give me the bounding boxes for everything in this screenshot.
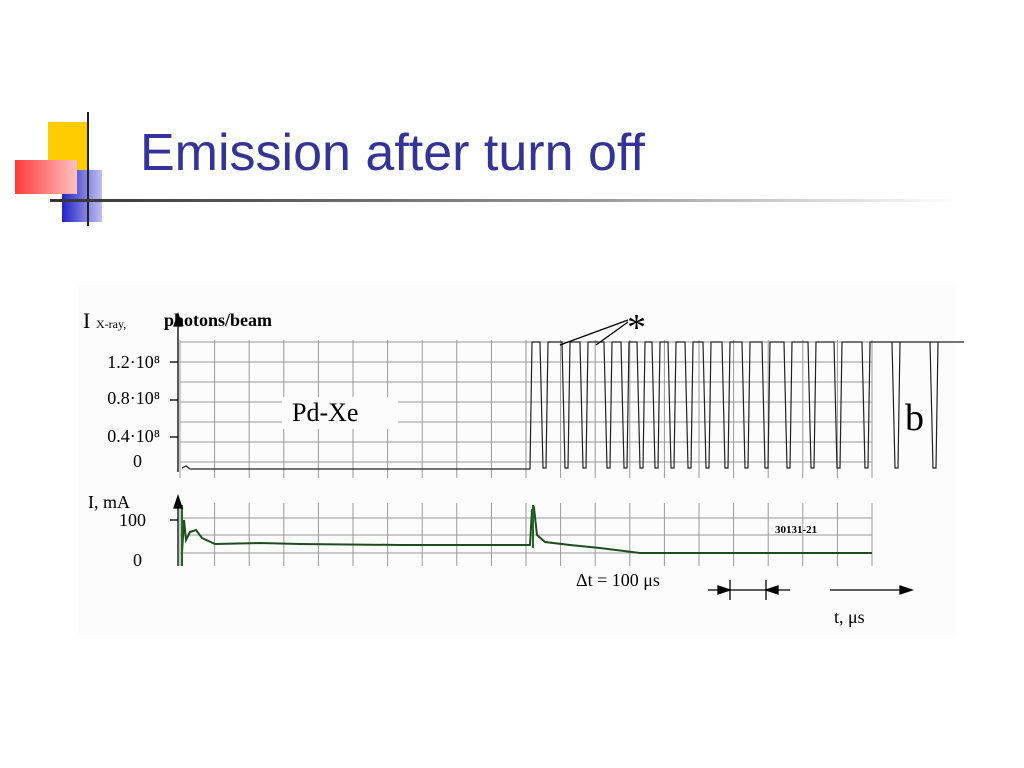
tick-label: 0.8·10⁸	[107, 388, 160, 408]
panel-label: b	[905, 397, 924, 439]
xray-trace	[181, 341, 964, 470]
tick-label: 0.4·10⁸	[107, 426, 160, 446]
tick-label: 0	[133, 451, 142, 471]
axes	[170, 311, 915, 600]
current-axis-label: I, mA	[88, 492, 130, 512]
xray-axis-unit: photons/beam	[164, 310, 272, 330]
current-trace	[181, 505, 872, 554]
time-scale: Δt = 100 μs	[576, 570, 660, 590]
sample-label: Pd-Xe	[292, 398, 358, 427]
tick-label: 100	[119, 510, 146, 530]
xray-axis-symbol: I	[83, 308, 90, 333]
xray-axis-subscript: X-ray,	[96, 317, 126, 331]
tick-label: 0	[133, 550, 142, 570]
decoration	[15, 112, 960, 226]
shot-number: 30131-21	[775, 524, 817, 536]
figure: I X-ray, photons/beam 1.2·10⁸ 0.8·10⁸ 0.…	[78, 285, 964, 635]
time-axis-label: t, μs	[834, 607, 865, 627]
slide-title: Emission after turn off	[140, 124, 645, 182]
marker: *	[627, 307, 646, 349]
tick-label: 1.2·10⁸	[107, 352, 160, 372]
